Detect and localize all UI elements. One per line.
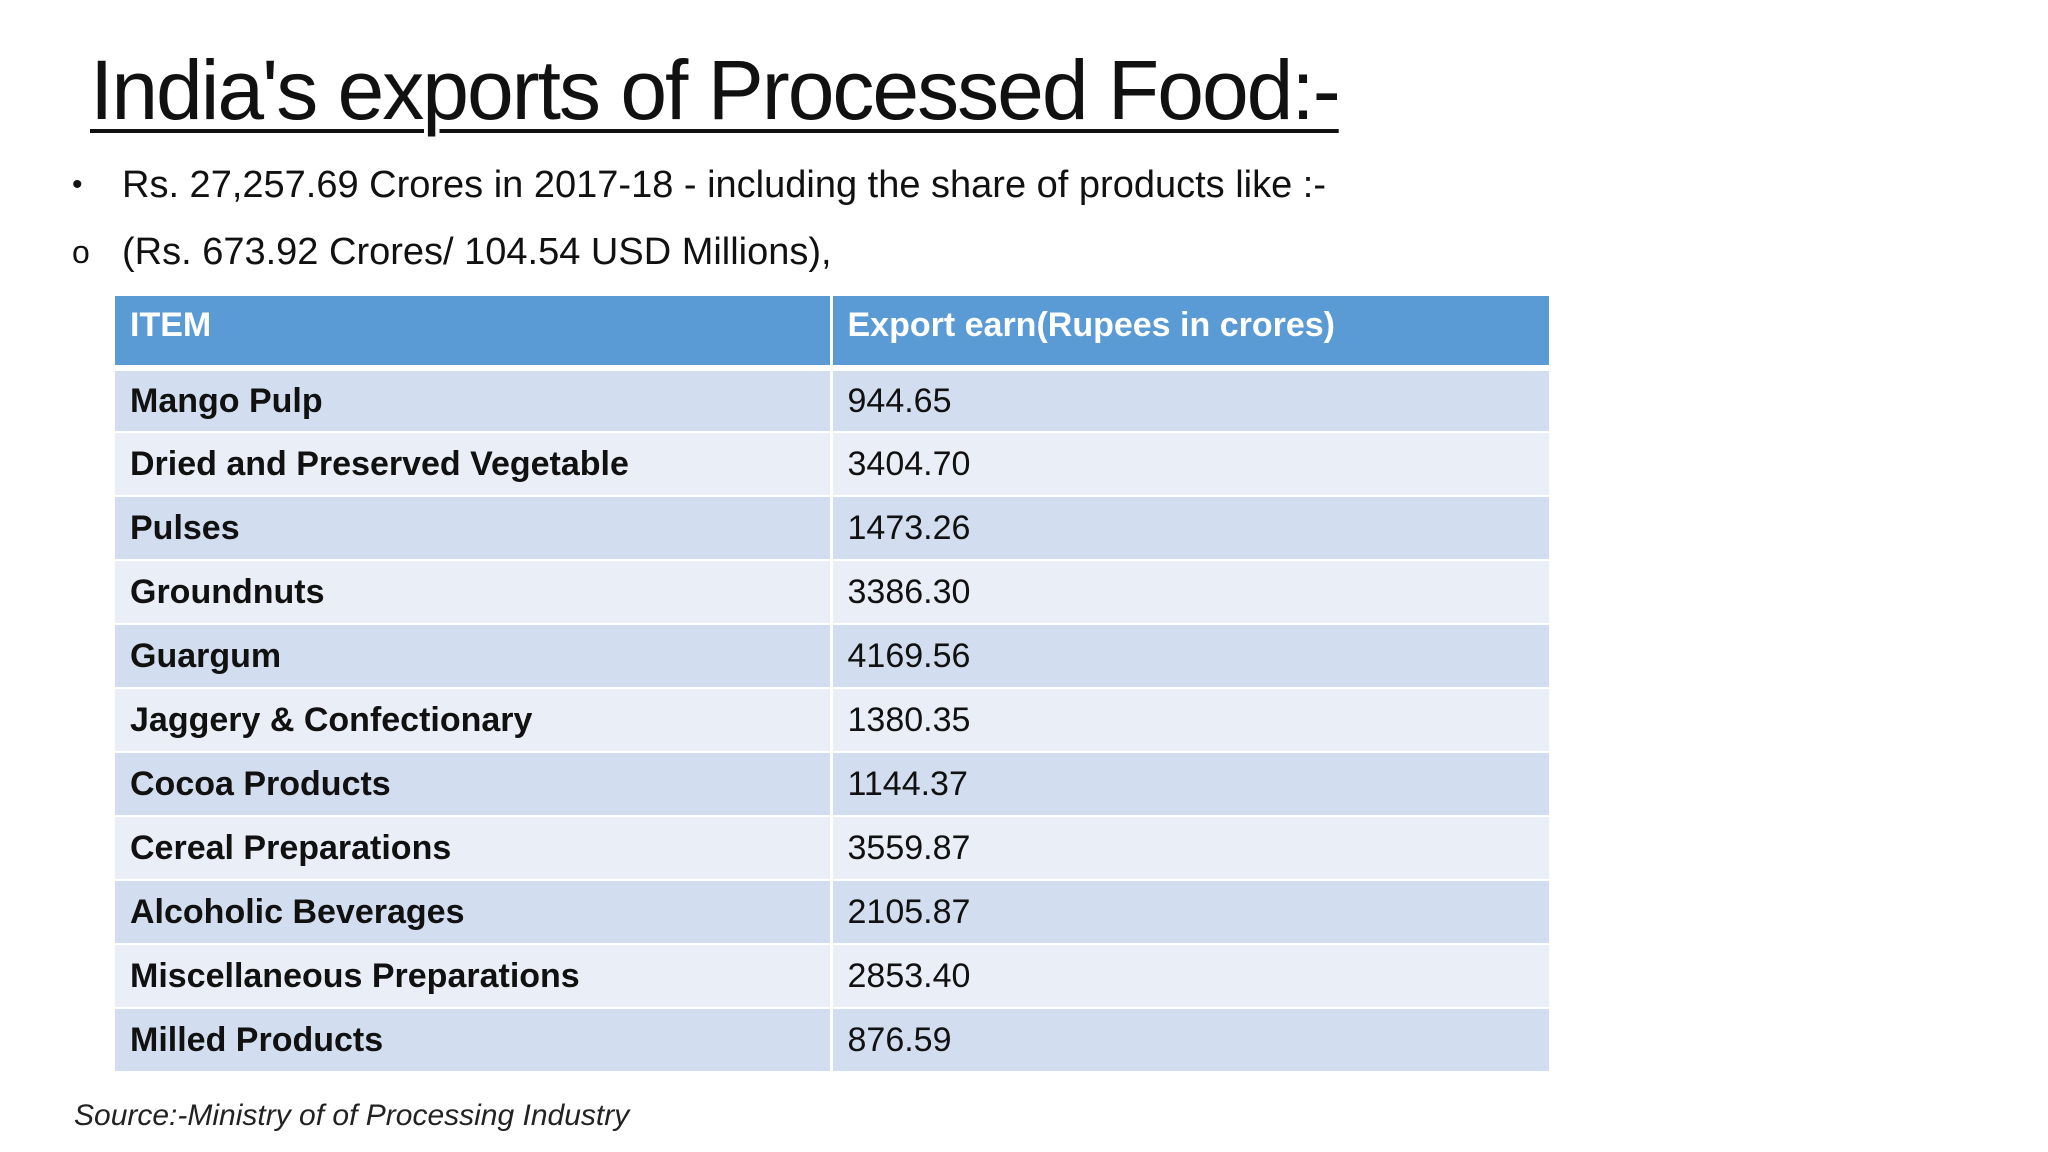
- export-value-cell: 3559.87: [831, 816, 1549, 881]
- table-row: Alcoholic Beverages 2105.87: [115, 880, 1549, 945]
- source-note: Source:-Ministry of of Processing Indust…: [74, 1099, 630, 1132]
- table-row: Miscellaneous Preparations 2853.40: [115, 944, 1549, 1009]
- item-cell: Alcoholic Beverages: [115, 880, 833, 945]
- slide-title: India's exports of Processed Food:-: [90, 43, 1341, 137]
- bullet-circle-icon: o: [72, 234, 90, 270]
- table-row: Cocoa Products 1144.37: [115, 752, 1549, 817]
- table-row: Pulses 1473.26: [115, 496, 1549, 561]
- table-row: Jaggery & Confectionary 1380.35: [115, 688, 1549, 753]
- export-value-cell: 4169.56: [831, 624, 1549, 689]
- export-value-cell: 876.59: [831, 1008, 1549, 1073]
- bullet-item-share: o (Rs. 673.92 Crores/ 104.54 USD Million…: [72, 228, 832, 276]
- item-cell: Groundnuts: [115, 560, 833, 625]
- table-body: Mango Pulp 944.65 Dried and Preserved Vege…: [115, 368, 1549, 1073]
- export-value-cell: 3386.30: [831, 560, 1549, 625]
- table-row: Milled Products 876.59: [115, 1008, 1549, 1073]
- table-row: Groundnuts 3386.30: [115, 560, 1549, 625]
- table-row: Dried and Preserved Vegetable 3404.70: [115, 432, 1549, 497]
- item-cell: Pulses: [115, 496, 833, 561]
- table-row: Cereal Preparations 3559.87: [115, 816, 1549, 881]
- bullet-item-total-exports: • Rs. 27,257.69 Crores in 2017-18 - incl…: [72, 161, 1326, 209]
- table-row: Guargum 4169.56: [115, 624, 1549, 689]
- bullet-dot-icon: •: [72, 168, 83, 201]
- column-header-item: ITEM: [115, 296, 833, 371]
- export-value-cell: 2853.40: [831, 944, 1549, 1009]
- item-cell: Mango Pulp: [115, 368, 833, 433]
- item-cell: Miscellaneous Preparations: [115, 944, 833, 1009]
- bullet-text: Rs. 27,257.69 Crores in 2017-18 - includ…: [122, 164, 1326, 206]
- export-value-cell: 2105.87: [831, 880, 1549, 945]
- bullet-text: (Rs. 673.92 Crores/ 104.54 USD Millions)…: [122, 231, 832, 273]
- item-cell: Dried and Preserved Vegetable: [115, 432, 833, 497]
- export-value-cell: 1473.26: [831, 496, 1549, 561]
- item-cell: Milled Products: [115, 1008, 833, 1073]
- item-cell: Cocoa Products: [115, 752, 833, 817]
- item-cell: Guargum: [115, 624, 833, 689]
- export-value-cell: 1144.37: [831, 752, 1549, 817]
- column-header-export-earn: Export earn(Rupees in crores): [831, 296, 1549, 371]
- export-value-cell: 1380.35: [831, 688, 1549, 753]
- item-cell: Cereal Preparations: [115, 816, 833, 881]
- export-value-cell: 944.65: [831, 368, 1549, 433]
- export-table: ITEM Export earn(Rupees in crores) Mango…: [115, 296, 1549, 1073]
- table-row: Mango Pulp 944.65: [115, 368, 1549, 433]
- table-header-row: ITEM Export earn(Rupees in crores): [115, 296, 1549, 371]
- export-value-cell: 3404.70: [831, 432, 1549, 497]
- item-cell: Jaggery & Confectionary: [115, 688, 833, 753]
